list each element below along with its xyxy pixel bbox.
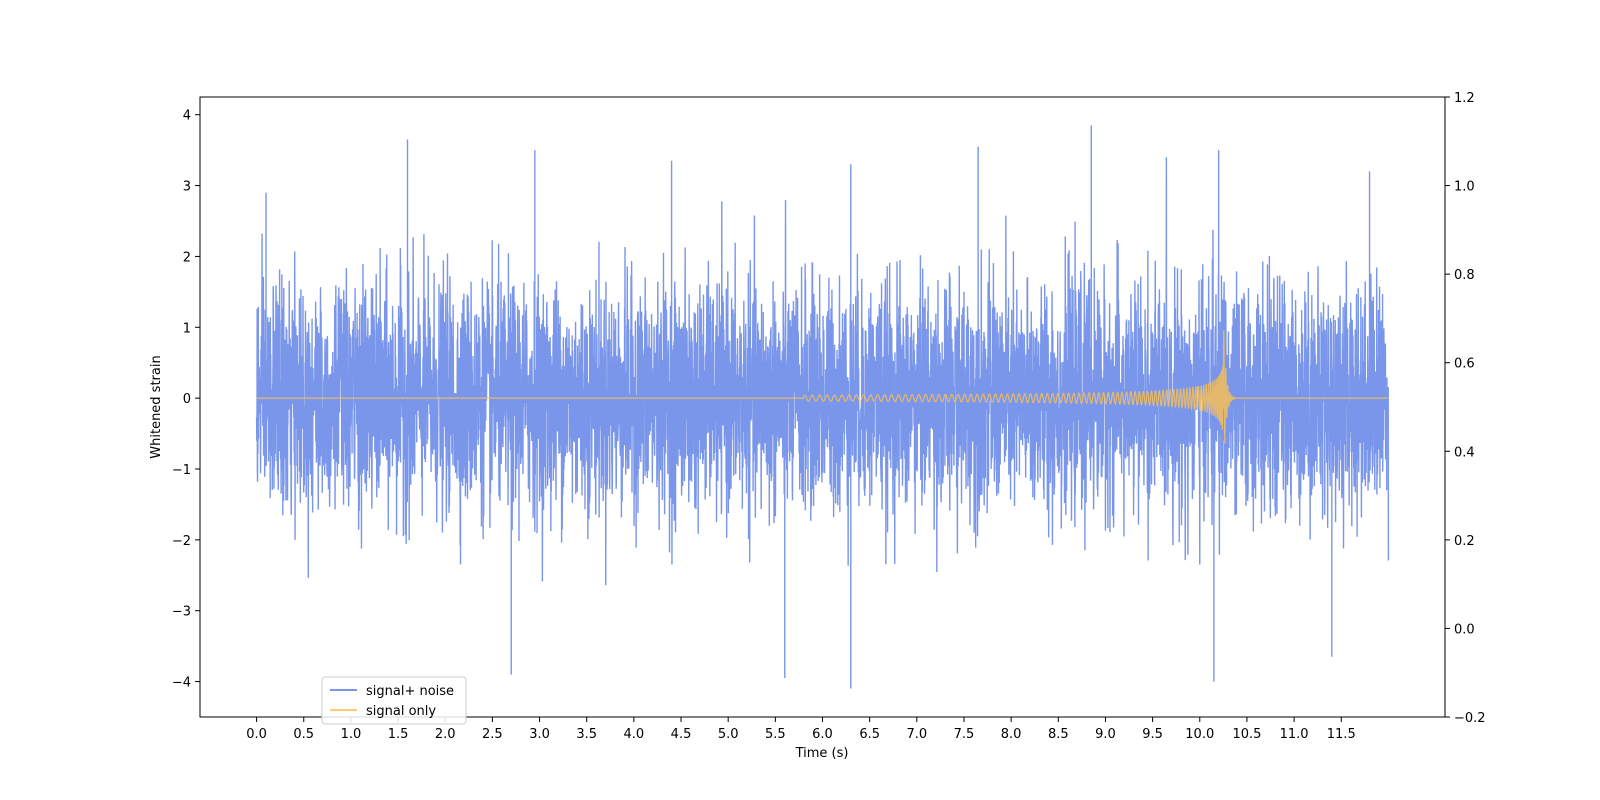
y-axis-left: 4 3 2 1 0 −1 −2 −3 −4 [172,109,200,691]
y2-tick-label: 0.2 [1454,534,1475,549]
x-tick-label: 4.0 [624,727,645,742]
y2-tick-label: 0.8 [1454,268,1475,283]
x-tick-label: 9.0 [1095,727,1116,742]
x-tick-label: 11.0 [1280,727,1309,742]
y-tick-label: −4 [172,676,191,691]
y-tick-label: −3 [172,605,191,620]
y-tick-label: 3 [183,180,191,195]
x-tick-label: 2.5 [482,727,503,742]
y-tick-label: 0 [183,392,191,407]
y-tick-label: −2 [172,534,191,549]
x-tick-label: 1.5 [388,727,409,742]
x-tick-label: 5.0 [718,727,739,742]
legend-label-signal-noise: signal+ noise [366,684,454,699]
y-axis-label: Whitened strain [149,355,164,458]
y2-tick-label: 0.4 [1454,445,1475,460]
x-tick-label: 3.5 [576,727,597,742]
y2-tick-label: 0.0 [1454,622,1475,637]
x-tick-label: 10.5 [1232,727,1261,742]
series-signal-only-line [256,329,1389,445]
x-tick-label: 8.5 [1048,727,1069,742]
x-tick-label: 10.0 [1185,727,1214,742]
y2-tick-label: −0.2 [1454,711,1486,726]
x-axis: 0.0 0.5 1.0 1.5 2.0 2.5 3.0 3.5 4.0 4.5 5.0 5.5 6.0 6… [246,717,1356,742]
y-tick-label: 4 [183,109,191,124]
legend-label-signal-only: signal only [366,704,436,719]
legend: signal+ noise signal only [321,676,467,725]
y-tick-label: 2 [183,250,191,265]
series-layer [255,125,1390,689]
legend-box [321,676,467,725]
series-signal-noise-line [255,125,1390,689]
x-tick-label: 8.0 [1001,727,1022,742]
x-tick-label: 7.0 [906,727,927,742]
y-tick-label: −1 [172,463,191,478]
x-axis-label: Time (s) [795,746,849,761]
x-tick-label: 0.0 [246,727,267,742]
x-tick-label: 0.5 [293,727,314,742]
x-tick-label: 2.0 [435,727,456,742]
x-tick-label: 9.5 [1142,727,1163,742]
x-tick-label: 5.5 [765,727,786,742]
x-tick-label: 7.5 [954,727,975,742]
x-tick-label: 1.0 [341,727,362,742]
y2-tick-label: 1.2 [1454,91,1475,106]
x-tick-label: 4.5 [671,727,692,742]
y-axis-right: 1.2 1.0 0.8 0.6 0.4 0.2 0.0 −0.2 [1445,91,1486,726]
y-tick-label: 1 [183,321,191,336]
x-tick-label: 11.5 [1327,727,1356,742]
x-tick-label: 3.0 [529,727,550,742]
x-tick-label: 6.0 [812,727,833,742]
x-tick-label: 6.5 [859,727,880,742]
y2-tick-label: 0.6 [1454,357,1475,372]
y2-tick-label: 1.0 [1454,180,1475,195]
